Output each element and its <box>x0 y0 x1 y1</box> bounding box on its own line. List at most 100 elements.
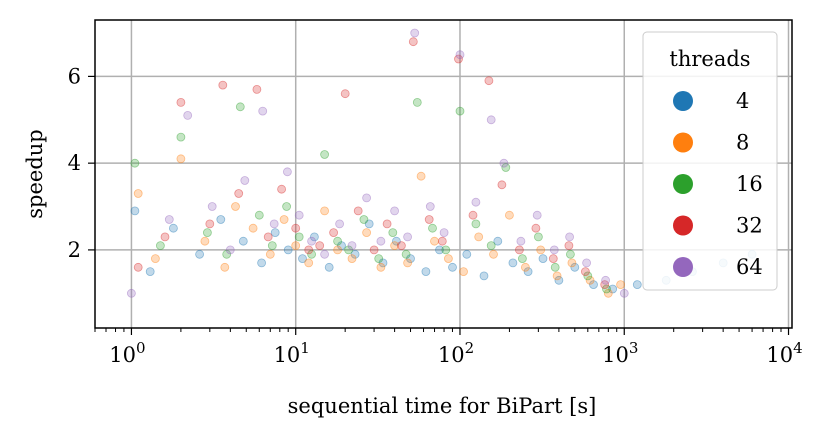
data-point-16 <box>254 210 264 220</box>
data-point-16 <box>333 236 343 246</box>
data-point-64 <box>499 158 509 168</box>
legend-marker-64 <box>673 257 693 277</box>
data-point-64 <box>294 210 304 220</box>
data-point-16 <box>344 245 354 255</box>
data-point-32 <box>437 236 447 246</box>
data-point-16 <box>235 102 245 112</box>
ticks-layer: 100 101 102 103 104 2 4 6 <box>68 64 803 367</box>
data-point-8 <box>459 267 468 277</box>
data-point-8 <box>279 215 289 224</box>
data-point-16 <box>359 215 369 224</box>
data-point-64 <box>376 236 386 246</box>
data-point-4 <box>406 254 415 264</box>
x-tick-label: 100 <box>109 339 145 367</box>
data-point-32 <box>218 80 228 90</box>
data-point-4 <box>216 215 226 224</box>
x-tick-label: 101 <box>274 339 310 367</box>
data-point-32 <box>454 54 463 64</box>
data-point-64 <box>601 275 610 285</box>
data-point-4 <box>298 254 307 264</box>
data-point-16 <box>566 249 575 259</box>
data-point-4 <box>554 275 564 285</box>
data-point-8 <box>616 280 625 290</box>
data-point-16 <box>282 202 292 211</box>
data-point-4 <box>570 262 580 272</box>
data-point-64 <box>164 215 174 224</box>
data-point-64 <box>390 206 400 216</box>
data-point-64 <box>439 228 449 238</box>
data-point-4 <box>508 258 518 268</box>
data-point-8 <box>231 202 240 211</box>
data-point-16 <box>267 241 277 251</box>
data-point-64 <box>425 202 435 211</box>
data-point-8 <box>430 236 439 246</box>
data-point-64 <box>307 236 317 246</box>
data-point-16 <box>401 249 411 259</box>
data-point-64 <box>207 202 217 211</box>
data-point-32 <box>468 210 478 220</box>
legend-label-64: 64 <box>736 255 763 279</box>
data-point-16 <box>388 228 398 238</box>
data-point-4 <box>523 267 533 277</box>
data-point-64 <box>410 28 420 38</box>
data-point-64 <box>347 241 357 251</box>
data-point-32 <box>497 180 507 190</box>
data-point-4 <box>283 245 293 255</box>
data-point-32 <box>234 189 244 198</box>
data-point-32 <box>408 37 418 47</box>
data-point-16 <box>320 150 330 159</box>
data-point-8 <box>474 232 484 242</box>
data-point-64 <box>516 236 526 246</box>
data-point-4 <box>435 245 444 255</box>
data-point-4 <box>391 236 401 246</box>
data-point-16 <box>534 232 543 242</box>
data-point-8 <box>567 258 577 268</box>
legend-marker-8 <box>673 132 693 153</box>
legend-entries: 4 8 16 32 64 <box>673 89 763 279</box>
data-point-4 <box>309 232 319 242</box>
data-point-64 <box>362 193 372 203</box>
legend-label-4: 4 <box>736 89 749 113</box>
data-point-32 <box>340 89 350 99</box>
data-point-8 <box>176 154 186 164</box>
data-point-16 <box>486 241 496 251</box>
data-point-64 <box>471 197 481 207</box>
data-point-4 <box>324 262 334 272</box>
data-point-8 <box>585 275 595 285</box>
data-point-8 <box>521 262 530 272</box>
data-point-8 <box>291 241 301 251</box>
legend-marker-32 <box>673 215 693 236</box>
data-point-4 <box>195 249 205 259</box>
data-point-32 <box>515 245 524 255</box>
data-point-32 <box>176 98 186 107</box>
data-point-32 <box>329 228 339 238</box>
data-point-8 <box>504 210 514 220</box>
data-point-32 <box>548 254 558 264</box>
data-point-16 <box>412 98 422 107</box>
data-point-4 <box>350 249 360 259</box>
data-point-4 <box>270 228 280 238</box>
data-point-8 <box>265 249 275 259</box>
data-point-4 <box>257 258 267 268</box>
data-point-8 <box>489 249 498 259</box>
data-point-64 <box>225 245 235 255</box>
data-point-32 <box>277 184 287 194</box>
data-point-32 <box>133 262 143 272</box>
legend-label-16: 16 <box>736 172 763 196</box>
data-point-8 <box>416 171 426 181</box>
data-point-16 <box>428 223 437 233</box>
data-point-8 <box>200 236 210 246</box>
legend-title: threads <box>669 47 750 71</box>
data-point-8 <box>376 262 386 272</box>
data-point-32 <box>252 85 262 94</box>
data-point-4 <box>538 254 548 264</box>
data-point-16 <box>602 284 611 294</box>
data-point-64 <box>486 115 496 125</box>
data-point-64 <box>126 288 136 298</box>
data-point-4 <box>364 219 374 229</box>
data-point-32 <box>484 76 494 86</box>
data-point-8 <box>248 223 258 233</box>
data-point-32 <box>315 241 325 251</box>
data-point-8 <box>390 241 400 251</box>
